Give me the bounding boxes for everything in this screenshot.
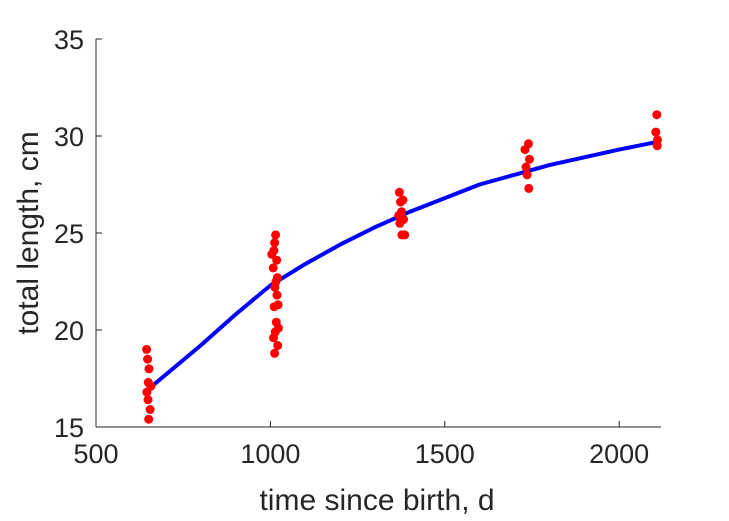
data-point — [652, 110, 662, 120]
data-point — [524, 183, 534, 193]
x-tick-label: 500 — [73, 439, 118, 469]
y-tick-label: 30 — [54, 122, 84, 152]
data-point — [398, 195, 408, 205]
data-point — [268, 263, 278, 273]
data-point — [270, 238, 280, 248]
x-axis-label: time since birth, d — [259, 484, 494, 517]
data-points-layer — [142, 110, 662, 424]
data-point — [143, 395, 153, 405]
y-tick-label: 20 — [54, 316, 84, 346]
data-point — [394, 187, 404, 197]
data-point — [271, 230, 281, 240]
data-point — [144, 364, 154, 374]
data-point — [269, 246, 279, 255]
axes: 500 1000 1500 2000 15 20 25 30 35 — [54, 25, 661, 469]
x-tick-label: 1500 — [415, 439, 475, 469]
data-point — [143, 354, 153, 364]
fit-curve — [150, 139, 658, 388]
fit-curve-layer — [150, 139, 658, 388]
data-point — [524, 139, 533, 149]
data-point — [269, 302, 279, 312]
data-point — [142, 387, 152, 397]
data-point — [145, 405, 155, 414]
data-point — [273, 341, 283, 350]
data-point — [395, 218, 405, 228]
data-point — [272, 255, 282, 265]
data-point — [521, 162, 531, 172]
x-tick-label: 1000 — [240, 439, 300, 469]
data-point — [651, 127, 661, 137]
y-tick-label: 35 — [54, 25, 84, 55]
data-point — [652, 141, 662, 151]
data-point — [144, 414, 154, 424]
data-point — [269, 333, 278, 343]
y-tick-label: 15 — [54, 413, 84, 443]
data-point — [272, 290, 282, 300]
data-point — [400, 230, 410, 240]
data-point — [525, 154, 534, 164]
data-point — [270, 348, 280, 358]
data-point — [522, 170, 532, 180]
data-point — [142, 344, 152, 354]
y-tick-label: 25 — [54, 219, 84, 249]
data-point — [270, 282, 280, 292]
x-tick-label: 2000 — [589, 439, 649, 469]
y-axis-label: total length, cm — [12, 131, 45, 334]
